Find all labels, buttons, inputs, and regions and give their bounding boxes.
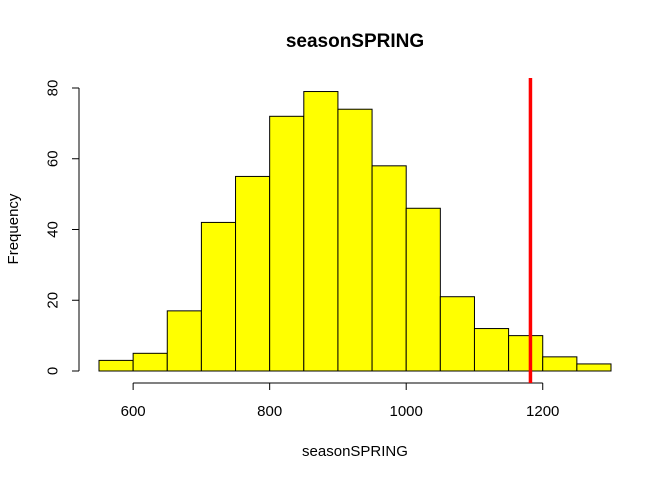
y-tick-label: 80 xyxy=(45,80,62,97)
histogram-bar xyxy=(166,310,202,372)
histogram-bar xyxy=(405,207,441,372)
histogram-bar xyxy=(439,296,475,372)
x-tick-label: 1200 xyxy=(526,403,559,420)
histogram-bar xyxy=(473,328,510,372)
y-tick-label: 20 xyxy=(45,292,62,309)
y-tick-label: 60 xyxy=(45,150,62,167)
histogram-bar xyxy=(337,108,373,372)
chart-title: seasonSPRING xyxy=(286,31,424,52)
histogram-bar xyxy=(508,335,544,372)
x-tick-label: 600 xyxy=(121,403,146,420)
x-axis-label: seasonSPRING xyxy=(302,443,408,460)
x-tick-label: 800 xyxy=(257,403,282,420)
histogram-bar xyxy=(235,175,271,372)
histogram-bar xyxy=(542,356,578,372)
histogram-bar xyxy=(303,91,339,372)
histogram-bar xyxy=(98,359,134,372)
x-tick-label: 1000 xyxy=(390,403,423,420)
histogram-bar xyxy=(371,165,407,372)
y-axis-label: Frequency xyxy=(5,193,22,264)
histogram-bar xyxy=(132,352,168,372)
y-axis: 0 20 40 60 80 xyxy=(45,80,80,375)
y-tick-label: 0 xyxy=(45,367,62,375)
histogram-bar xyxy=(269,115,305,372)
x-axis: 600 800 1000 1200 xyxy=(121,382,559,420)
histogram-bar xyxy=(576,363,612,372)
y-tick-label: 40 xyxy=(45,221,62,238)
bars-group xyxy=(98,91,612,372)
histogram-bar xyxy=(200,221,237,372)
